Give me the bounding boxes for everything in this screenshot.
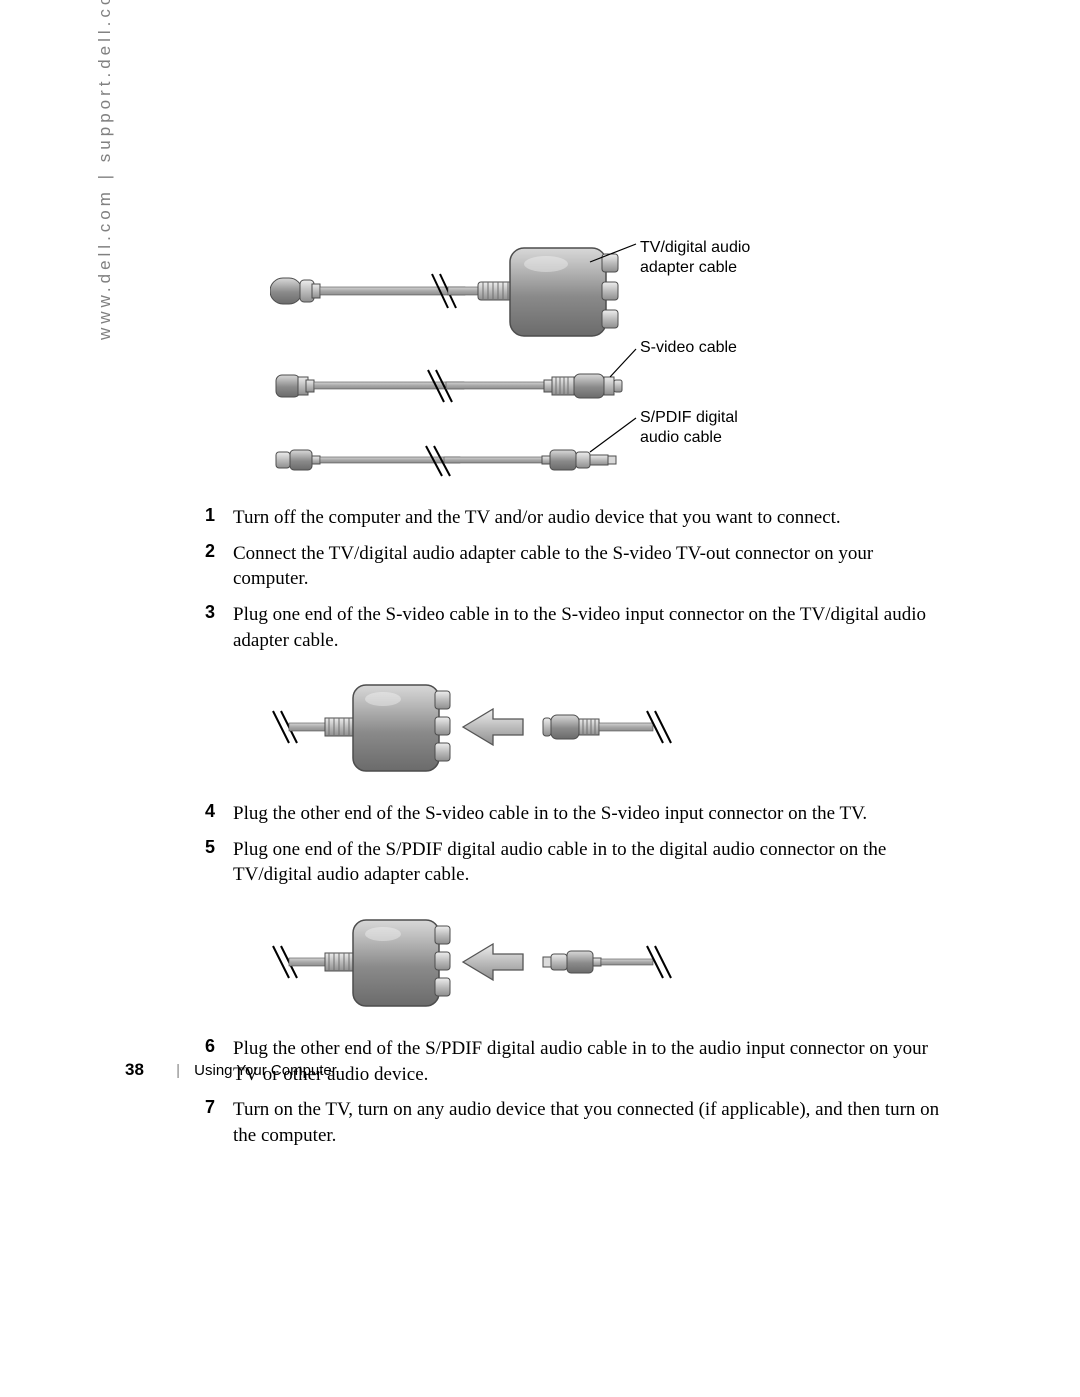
step-4: 4 Plug the other end of the S-video cabl… (205, 801, 945, 827)
step-3: 3 Plug one end of the S-video cable in t… (205, 602, 945, 653)
step-number: 4 (205, 801, 233, 822)
step-number: 3 (205, 602, 233, 623)
label-adapter: TV/digital audio adapter cable (640, 238, 750, 278)
step-5: 5 Plug one end of the S/PDIF digital aud… (205, 837, 945, 888)
step-text: Plug one end of the S/PDIF digital audio… (233, 837, 945, 888)
step-text: Plug one end of the S-video cable in to … (233, 602, 945, 653)
footer-separator: | (176, 1062, 180, 1079)
step-number: 6 (205, 1036, 233, 1057)
step3-figure (265, 673, 945, 783)
step-1: 1 Turn off the computer and the TV and/o… (205, 505, 945, 531)
step-number: 7 (205, 1097, 233, 1118)
step-text: Turn on the TV, turn on any audio device… (233, 1097, 945, 1148)
step-number: 2 (205, 541, 233, 562)
page: www.dell.com | support.dell.com (0, 0, 1080, 1397)
step-number: 1 (205, 505, 233, 526)
step-text: Connect the TV/digital audio adapter cab… (233, 541, 945, 592)
step-text: Plug the other end of the S-video cable … (233, 801, 867, 827)
step-text: Plug the other end of the S/PDIF digital… (233, 1036, 945, 1087)
step-number: 5 (205, 837, 233, 858)
step5-figure (265, 908, 945, 1018)
section-title: Using Your Computer (194, 1062, 337, 1079)
step-text: Turn off the computer and the TV and/or … (233, 505, 841, 531)
label-svideo: S-video cable (640, 338, 737, 358)
label-spdif: S/PDIF digital audio cable (640, 408, 738, 448)
step-2: 2 Connect the TV/digital audio adapter c… (205, 541, 945, 592)
top-cable-diagram: TV/digital audio adapter cable S-video c… (270, 230, 900, 485)
sidebar-url: www.dell.com | support.dell.com (95, 0, 115, 340)
step-7: 7 Turn on the TV, turn on any audio devi… (205, 1097, 945, 1148)
page-number: 38 (125, 1060, 144, 1079)
page-footer: 38 | Using Your Computer (125, 1060, 337, 1080)
